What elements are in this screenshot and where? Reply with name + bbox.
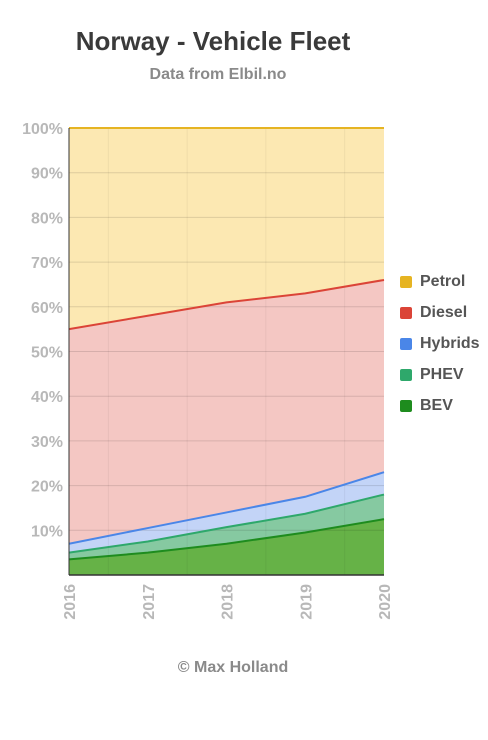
legend-swatch — [400, 399, 412, 412]
legend-item-hybrids: Hybrids — [400, 328, 480, 359]
legend-item-petrol: Petrol — [400, 266, 480, 297]
legend-label: BEV — [420, 396, 453, 414]
series-line-bev — [68, 518, 385, 561]
legend-label: Hybrids — [420, 334, 480, 352]
y-tick-label: 90% — [31, 166, 63, 183]
y-tick-label: 60% — [31, 300, 63, 317]
legend-label: Petrol — [420, 272, 466, 290]
legend-label: PHEV — [420, 365, 464, 383]
y-tick-label: 30% — [31, 434, 63, 451]
chart-title: Norway - Vehicle Fleet — [75, 26, 351, 56]
series-line-diesel — [68, 278, 385, 331]
area-petrol — [69, 128, 384, 330]
copyright-footer: © Max Holland — [177, 659, 289, 676]
area-diesel — [69, 279, 384, 544]
x-tick-label: 2016 — [62, 584, 79, 620]
legend-item-phev: PHEV — [400, 359, 480, 390]
legend-item-diesel: Diesel — [400, 297, 480, 328]
legend-label: Diesel — [420, 303, 468, 321]
legend-swatch — [400, 337, 412, 350]
chart-legend: Petrol Diesel Hybrids PHEV BEV — [400, 266, 480, 421]
y-tick-label: 50% — [31, 345, 63, 362]
x-tick-label: 2017 — [141, 584, 158, 620]
legend-swatch — [400, 306, 412, 319]
x-tick-label: 2018 — [220, 584, 237, 620]
series-line-phev — [68, 493, 385, 554]
legend-swatch — [400, 275, 412, 288]
x-tick-label: 2019 — [298, 584, 315, 620]
y-tick-label: 70% — [31, 255, 63, 272]
y-tick-label: 100% — [22, 121, 63, 138]
series-line-hybrids — [68, 471, 385, 545]
y-tick-label: 10% — [31, 523, 63, 540]
y-tick-label: 20% — [31, 479, 63, 496]
legend-item-bev: BEV — [400, 390, 480, 421]
y-tick-label: 40% — [31, 389, 63, 406]
chart-subtitle: Data from Elbil.no — [149, 66, 287, 83]
x-tick-label: 2020 — [377, 584, 394, 620]
legend-swatch — [400, 368, 412, 381]
y-tick-label: 80% — [31, 210, 63, 227]
area-phev — [69, 494, 384, 560]
